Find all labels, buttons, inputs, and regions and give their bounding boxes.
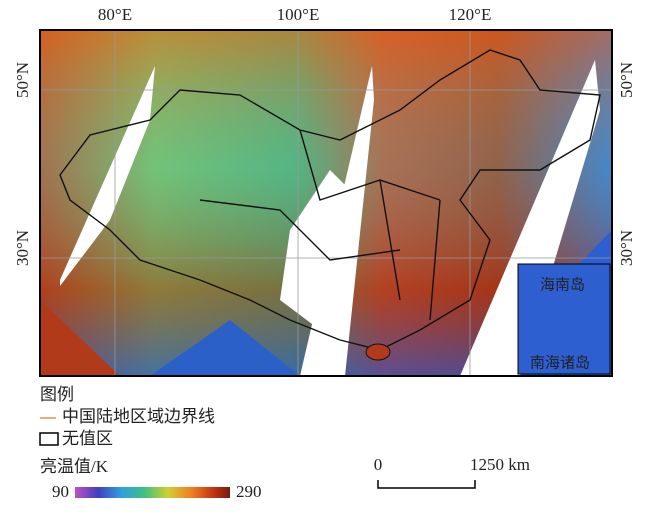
inset-label: 南海诸岛	[530, 354, 590, 371]
legend-boundary: 中国陆地区域边界线	[62, 407, 215, 426]
lat-label: 50°N	[617, 62, 636, 98]
legend: 图例 中国陆地区域边界线 无值区 亮温值/K 90 290	[39, 385, 262, 501]
scale-start: 0	[374, 455, 383, 474]
lon-label: 120°E	[449, 5, 492, 24]
lat-label: 30°N	[13, 230, 32, 266]
colorbar-min: 90	[52, 482, 69, 501]
map-frame: 海南岛 南海诸岛	[39, 29, 613, 377]
colorbar-title: 亮温值/K	[40, 457, 109, 476]
scale-end: 1250 km	[470, 455, 530, 474]
lon-label: 100°E	[277, 5, 320, 24]
colorbar-max: 290	[236, 482, 262, 501]
legend-title: 图例	[40, 385, 74, 404]
lon-label: 80°E	[98, 5, 132, 24]
scalebar: 0 1250 km	[374, 455, 530, 489]
inset-label: 海南岛	[540, 276, 585, 293]
inset: 海南岛 南海诸岛	[517, 263, 611, 375]
legend-no-value: 无值区	[62, 429, 113, 448]
lat-label: 50°N	[13, 62, 32, 98]
lat-label: 30°N	[617, 230, 636, 266]
